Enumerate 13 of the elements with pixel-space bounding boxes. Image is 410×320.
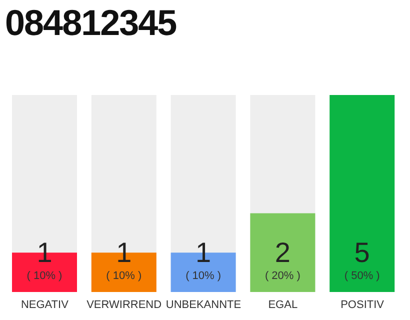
- annotation: ( 20% ): [264, 270, 300, 282]
- data-label: 5: [354, 237, 370, 268]
- annotation: ( 50% ): [344, 270, 380, 282]
- annotation: ( 10% ): [186, 270, 222, 282]
- annotation: ( 10% ): [106, 270, 142, 282]
- chart-title: 084812345: [5, 2, 176, 44]
- data-label: 2: [274, 237, 290, 268]
- annotation: ( 10% ): [26, 270, 62, 282]
- x-tick-label: NEGATIV: [20, 298, 70, 311]
- x-tick-label: VERWIRREND: [86, 298, 162, 311]
- x-tick-label: UNBEKANNTE: [166, 298, 242, 311]
- x-tick-label: POSITIV: [340, 298, 385, 311]
- x-tick-label: EGAL: [268, 298, 298, 311]
